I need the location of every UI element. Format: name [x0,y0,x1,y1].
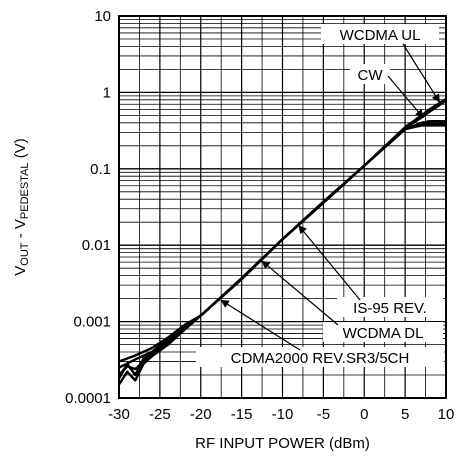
tick-labels: -30 -25 -20 -15 -10 -5 0 5 10 0.0001 0.001 0.01 0.1 1… [65,8,454,423]
y-tick-label: 0.1 [90,161,111,178]
annotation-arrow-cdma2000-rev-sr3-5ch [220,299,301,351]
y-tick-label: 1 [103,84,111,101]
annotation-arrow-wcdma-ul [402,43,440,103]
y-axis-label-part: - V [12,219,29,242]
annotation-bg-cdma2000-rev-sr3-5ch [196,347,444,367]
x-tick-label: -5 [317,406,330,423]
annotation-label-wcdma-ul: WCDMA UL [340,27,421,44]
x-tick-label: 10 [438,406,455,423]
annotation-label-cw: CW [358,67,384,84]
x-axis-label: RF INPUT POWER (dBm) [195,435,370,452]
plot-frame [118,15,447,399]
annotation-arrow-cw [387,75,424,119]
x-tick-label: 5 [401,406,409,423]
y-tick-label: 10 [94,8,111,25]
annotation-bg-wcdma-dl [323,322,443,342]
series-line-cdma2000-rev-sr3-5ch [118,124,446,376]
annotation-arrow-is-95-rev [298,225,361,301]
y-tick-label: 0.01 [82,237,111,254]
x-tick-label: 0 [360,406,368,423]
x-tick-label: -30 [108,406,130,423]
annotation-arrow-wcdma-dl [261,260,339,326]
y-axis-label-subscript: PEDESTAL [19,162,31,219]
annotation-label-wcdma-dl: WCDMA DL [343,325,424,342]
annotations: WCDMA UL CW IS-95 REV. WCDMA DL CDMA2000 REV… [196,24,444,367]
annotation-bg-cw [350,64,390,84]
x-tick-label: -10 [272,406,294,423]
y-axis-label-part: (V) [12,138,29,162]
y-axis-label-subscript: OUT [19,242,31,266]
x-tick-label: -20 [190,406,212,423]
y-tick-label: 0.0001 [65,390,111,407]
series-lines [117,97,447,386]
annotation-bg-wcdma-ul [321,24,439,44]
y-axis-label: VOUT - VPEDESTAL (V) [12,138,31,275]
annotation-label-is-95-rev: IS-95 REV. [353,300,427,317]
x-tick-label: -15 [231,406,253,423]
annotation-label-cdma2000-rev-sr3-5ch: CDMA2000 REV.SR3/5CH [231,350,410,367]
annotation-bg-is-95-rev [337,297,443,317]
y-axis-label-part: V [12,266,29,276]
x-tick-label: -25 [149,406,171,423]
y-tick-label: 0.001 [73,314,111,331]
